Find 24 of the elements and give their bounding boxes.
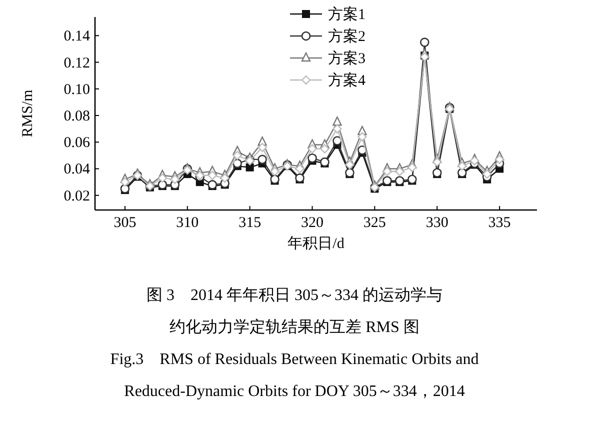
- y-tick-label: 0.02: [64, 188, 90, 204]
- legend-label: 方案4: [328, 72, 366, 89]
- legend-label: 方案3: [328, 50, 366, 67]
- legend-label: 方案2: [328, 28, 366, 45]
- x-tick-label: 305: [114, 215, 136, 231]
- x-tick-label: 335: [488, 215, 511, 231]
- y-tick-label: 0.14: [64, 28, 90, 45]
- x-tick-label: 310: [176, 215, 199, 231]
- x-tick-label: 315: [238, 215, 262, 231]
- caption: Fig.3 RMS of Residuals Between Kinematic Orbits and: [110, 351, 479, 368]
- text: Reduced-Dynamic Orbits for DOY 305～334，2014: [124, 383, 465, 400]
- legend-label: 方案1: [328, 6, 366, 23]
- y-axis-title: RMS/m: [20, 89, 36, 138]
- x-tick-label: 320: [301, 215, 324, 231]
- y-tick-label: 0.10: [64, 82, 90, 98]
- caption: 图 3 2014 年年积日 305～334 的运动学与: [146, 286, 442, 304]
- y-tick-label: 0.08: [64, 108, 90, 124]
- y-tick-label: 0.12: [64, 55, 90, 72]
- x-axis-title: 年积日/d: [288, 235, 345, 252]
- text: 约化动力学定轨结果的互差 RMS 图: [170, 318, 420, 336]
- x-tick-label: 330: [426, 215, 448, 231]
- x-tick-label: 325: [363, 215, 386, 231]
- y-tick-label: 0.06: [64, 135, 90, 152]
- y-tick-label: 0.04: [64, 162, 90, 178]
